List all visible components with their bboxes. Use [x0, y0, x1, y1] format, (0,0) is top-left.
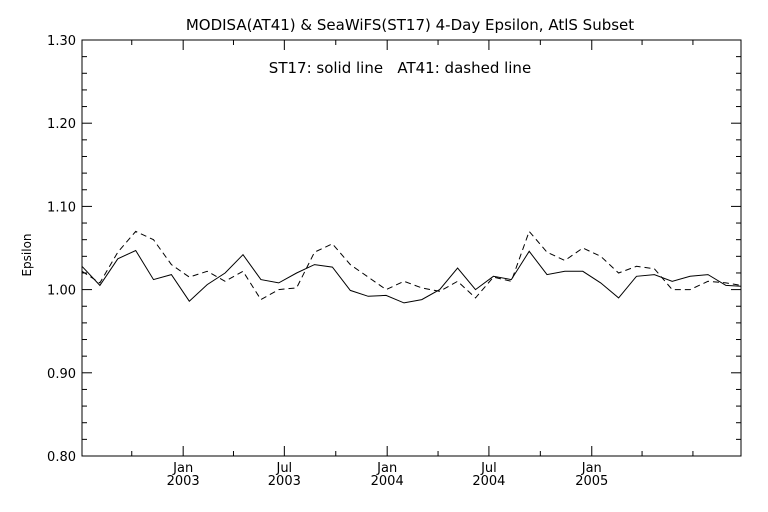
- y-tick-label: 1.30: [47, 34, 76, 49]
- plot-frame: [81, 39, 742, 457]
- x-tick-label-month: Jul: [275, 461, 292, 476]
- x-tick-label-month: Jan: [172, 461, 193, 476]
- y-axis-label: Epsilon: [20, 233, 34, 276]
- x-tick-label-year: 2003: [167, 474, 200, 489]
- y-tick-label: 0.90: [47, 367, 76, 382]
- x-tick-label-year: 2004: [371, 474, 404, 489]
- x-tick-label-year: 2005: [575, 474, 608, 489]
- y-tick-label: 1.20: [47, 117, 76, 132]
- x-tick-label-year: 2004: [472, 474, 505, 489]
- series-annotation: ST17: solid line AT41: dashed line: [269, 59, 531, 77]
- x-tick-label-month: Jan: [581, 461, 602, 476]
- chart-title: MODISA(AT41) & SeaWiFS(ST17) 4-Day Epsil…: [186, 16, 634, 34]
- series-line-st17: [81, 249, 742, 304]
- y-tick-label: 1.00: [47, 284, 76, 299]
- y-tick-label: 0.80: [47, 450, 76, 465]
- y-tick-label: 1.10: [47, 200, 76, 215]
- x-tick-label-month: Jan: [376, 461, 397, 476]
- x-tick-label-month: Jul: [480, 461, 497, 476]
- x-tick-label-year: 2003: [268, 474, 301, 489]
